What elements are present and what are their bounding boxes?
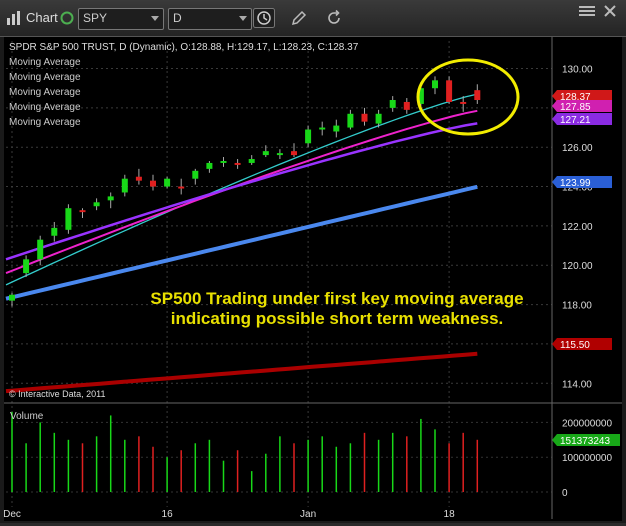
candle-body xyxy=(305,129,312,144)
chart-icon[interactable] xyxy=(6,10,22,26)
candle-body xyxy=(79,210,86,213)
candle-body xyxy=(164,178,171,187)
link-icon[interactable] xyxy=(60,11,74,25)
annotation-line-1: SP500 Trading under first key moving ave… xyxy=(150,289,523,308)
interval-select[interactable]: D xyxy=(168,8,252,30)
volume-last-text: 151373243 xyxy=(560,436,610,447)
moving-average-line xyxy=(5,93,478,286)
ma-label-1: Moving Average xyxy=(9,57,81,68)
candle-body xyxy=(291,151,297,156)
annotation-line-2: indicating possible short term weakness. xyxy=(171,309,504,328)
ma-label-5: Moving Average xyxy=(9,117,81,128)
candle-body xyxy=(37,239,44,260)
last-value-text: 127.85 xyxy=(560,102,591,113)
candle-body xyxy=(432,80,438,89)
menu-icon[interactable] xyxy=(578,4,596,18)
last-value-tag xyxy=(552,100,612,112)
symbol-input[interactable]: SPY xyxy=(78,8,164,30)
volume-title: Volume xyxy=(10,411,44,422)
candle-body xyxy=(51,227,58,236)
candle-body xyxy=(23,259,30,274)
price-tick-label: 126.00 xyxy=(562,143,593,154)
candle-body xyxy=(220,160,227,163)
volume-tick-label: 0 xyxy=(562,488,568,499)
candle-body xyxy=(248,159,255,163)
time-tick-label: 16 xyxy=(162,509,174,520)
candle-body xyxy=(206,162,213,169)
candle-body xyxy=(403,101,410,110)
close-icon[interactable] xyxy=(602,4,618,18)
last-value-text: 123.99 xyxy=(560,178,591,189)
candle-body xyxy=(150,180,156,187)
volume-tick-label: 200000000 xyxy=(562,418,612,429)
candle-body xyxy=(93,202,100,207)
symbol-value: SPY xyxy=(83,11,108,25)
candle-body xyxy=(375,113,382,124)
price-tick-label: 124.00 xyxy=(562,183,593,194)
candle-body xyxy=(417,88,424,104)
last-value-tag xyxy=(552,113,612,125)
chart-header: SPDR S&P 500 TRUST, D (Dynamic), O:128.8… xyxy=(9,42,359,53)
price-tick-label: 120.00 xyxy=(562,261,593,272)
volume-last-tag xyxy=(552,434,620,446)
last-value-text: 115.50 xyxy=(560,340,590,351)
candle-body xyxy=(107,196,114,201)
candle-body xyxy=(319,127,326,130)
moving-average-line xyxy=(5,122,478,261)
last-value-text: 127.21 xyxy=(560,115,591,126)
candle-body xyxy=(234,162,241,165)
pencil-icon[interactable] xyxy=(290,9,308,27)
candle-body xyxy=(460,101,467,104)
candle-body xyxy=(178,186,185,189)
candle-body xyxy=(446,80,453,102)
clock-icon[interactable] xyxy=(253,8,275,28)
moving-average-line xyxy=(5,351,478,394)
time-tick-label: Jan xyxy=(300,509,316,520)
candle-body xyxy=(347,113,354,128)
refresh-icon[interactable] xyxy=(325,9,343,27)
last-value-text: 128.37 xyxy=(560,92,591,103)
moving-average-line xyxy=(5,109,478,275)
interval-value: D xyxy=(173,11,182,25)
price-tick-label: 130.00 xyxy=(562,65,593,76)
price-tick-label: 122.00 xyxy=(562,222,593,233)
candle-body xyxy=(65,208,72,230)
toolbar: Chart SPY D xyxy=(0,0,626,37)
moving-average-line xyxy=(5,184,478,301)
last-value-tag xyxy=(552,90,612,102)
candle-body xyxy=(135,176,142,181)
highlight-circle xyxy=(416,58,520,136)
candle-body xyxy=(192,170,199,179)
time-tick-label: 18 xyxy=(444,509,456,520)
window-title: Chart xyxy=(26,10,58,25)
candle-body xyxy=(121,178,128,193)
candle-body xyxy=(262,151,269,156)
price-tick-label: 114.00 xyxy=(562,379,592,390)
ma-label-2: Moving Average xyxy=(9,72,81,83)
candle-body xyxy=(9,294,15,301)
last-value-tag xyxy=(552,338,612,350)
time-tick-label: Dec xyxy=(4,509,21,520)
last-value-tag xyxy=(552,176,612,188)
price-tick-label: 118.00 xyxy=(562,301,592,312)
ma-label-3: Moving Average xyxy=(9,87,81,98)
chevron-down-icon xyxy=(239,16,247,21)
chevron-down-icon xyxy=(151,16,159,21)
candle-body xyxy=(474,90,481,101)
candle-body xyxy=(361,113,368,122)
copyright-text: © Interactive Data, 2011 xyxy=(9,389,106,399)
candle-body xyxy=(276,153,283,156)
candle-body xyxy=(333,125,340,132)
ma-label-4: Moving Average xyxy=(9,102,81,113)
candle-body xyxy=(389,100,396,108)
volume-tick-label: 100000000 xyxy=(562,453,612,464)
